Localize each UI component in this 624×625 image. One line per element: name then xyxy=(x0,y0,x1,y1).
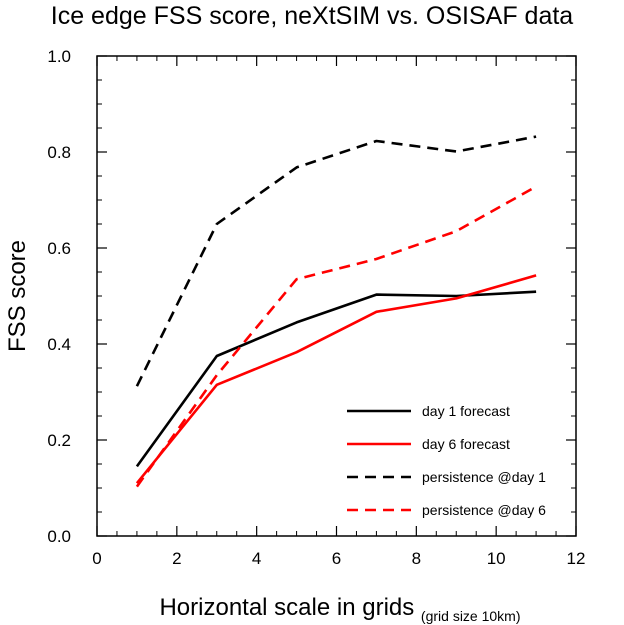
x-tick-label: 0 xyxy=(92,549,101,568)
y-tick-label: 1.0 xyxy=(47,47,71,66)
x-tick-label: 6 xyxy=(332,549,341,568)
x-tick-label: 12 xyxy=(567,549,586,568)
axis-ticks: 0 2 4 6 8 10 12 0.0 0.2 0.4 0.6 0.8 1.0 xyxy=(47,47,585,568)
plot-frame xyxy=(96,55,577,537)
legend: day 1 forecast day 6 forecast persistence … xyxy=(347,403,546,518)
legend-label-2: day 6 forecast xyxy=(422,436,510,452)
series-line-2 xyxy=(135,274,537,485)
series-line-3 xyxy=(135,135,537,387)
y-tick-label: 0.0 xyxy=(47,527,71,546)
x-axis-note: (grid size 10km) xyxy=(420,608,521,624)
series-line-4 xyxy=(135,185,537,488)
series-lines xyxy=(135,135,537,488)
x-axis-label: Horizontal scale in grids (grid size 10k… xyxy=(159,594,521,624)
x-tick-label: 10 xyxy=(487,549,506,568)
y-tick-label: 0.4 xyxy=(47,335,71,354)
chart-title: Ice edge FSS score, neXtSIM vs. OSISAF d… xyxy=(50,2,574,30)
y-tick-label: 0.8 xyxy=(47,143,71,162)
legend-label-4: persistence @day 6 xyxy=(422,502,546,518)
y-tick-label: 0.2 xyxy=(47,431,71,450)
legend-label-1: day 1 forecast xyxy=(422,403,510,419)
x-tick-label: 2 xyxy=(172,549,181,568)
legend-label-3: persistence @day 1 xyxy=(422,469,546,485)
x-tick-label: 4 xyxy=(252,549,261,568)
y-tick-label: 0.6 xyxy=(47,239,71,258)
x-tick-label: 8 xyxy=(412,549,421,568)
